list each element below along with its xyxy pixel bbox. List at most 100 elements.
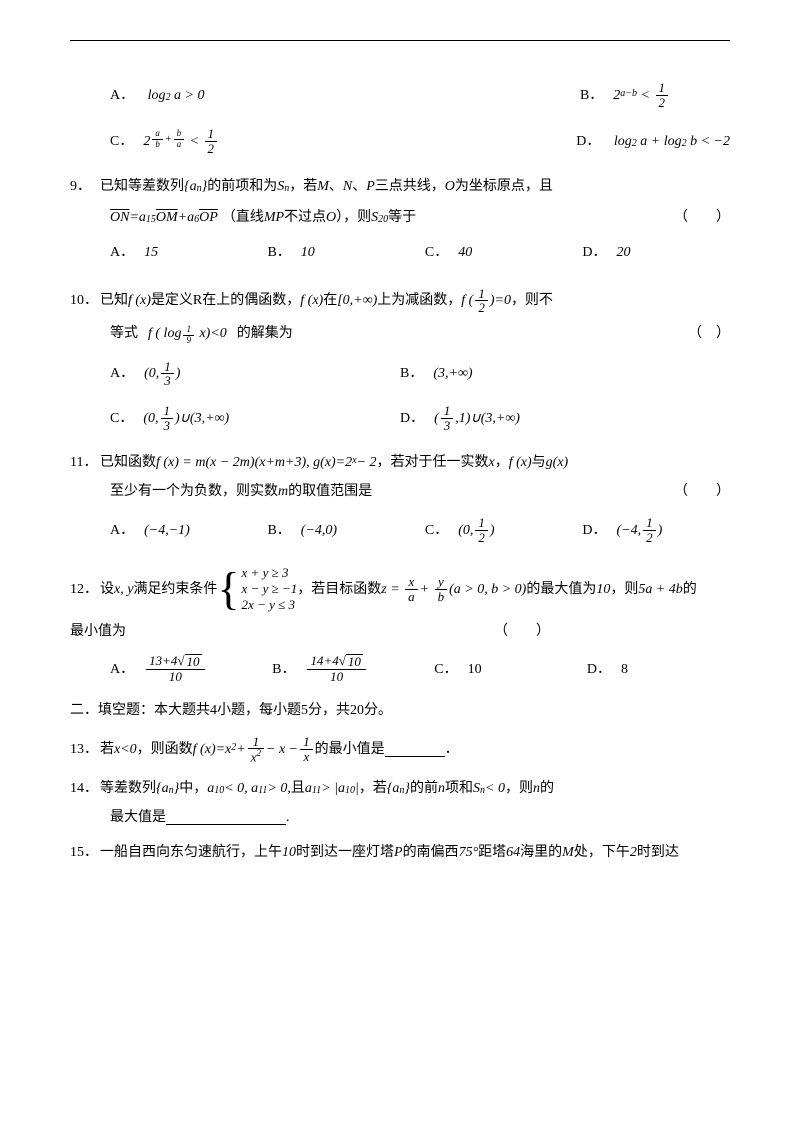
opt-val: 10 <box>468 659 482 680</box>
opt-val: (0,13)∪(3,+∞) <box>143 404 229 432</box>
text: ，则函数 <box>137 739 193 760</box>
text: 的最小值是 <box>315 739 385 760</box>
text: 海里的 <box>520 842 562 863</box>
vector-OP: OP <box>199 207 218 228</box>
fx: f (x) <box>509 452 532 473</box>
fhalf: f (12)=0 <box>461 287 511 315</box>
opt-expr: 2a−b < 1 2 <box>613 81 670 109</box>
text: 一船自西向东匀速航行，上午 <box>100 842 282 863</box>
opt-val: 14+4√10 10 <box>305 654 367 683</box>
answer-blank: （ ） <box>494 621 550 642</box>
interval: [0,+∞) <box>337 290 377 311</box>
text: 上为减函数， <box>377 290 461 311</box>
cond2: a11 > |a10| <box>305 778 359 799</box>
opt-val: 15 <box>144 242 158 263</box>
question-13: 13． 若 x<0 ，则函数 f (x)=x2 + 1x2 − x − 1x 的… <box>70 735 730 765</box>
text: 是定义R在上的偶函数， <box>151 290 300 311</box>
text: ，则 <box>610 579 638 600</box>
document-page: A． log2 a > 0 B． 2a−b < 1 2 C． 2 a <box>0 0 800 1132</box>
text: 等于 <box>388 207 416 228</box>
text: ，则 <box>505 778 533 799</box>
question-14: 14． 等差数列 {an} 中， a10 < 0, a11 > 0, 且 a11… <box>70 778 730 828</box>
text: 中， <box>179 778 207 799</box>
text: ，若 <box>289 176 317 197</box>
a15: a15 <box>139 207 156 228</box>
text: 距塔 <box>478 842 506 863</box>
answer-blank: （ ） <box>688 323 730 344</box>
q-number: 10． <box>70 290 100 311</box>
fraction: 1 2 <box>205 127 218 155</box>
text: 满足约束条件 <box>133 579 217 600</box>
S20: S20 <box>371 207 388 228</box>
val-10: 10 <box>596 579 610 600</box>
opt-label: A． <box>110 242 134 263</box>
text: 、 <box>329 176 343 197</box>
opt-val: 40 <box>458 242 472 263</box>
opt-val: (3,+∞) <box>433 363 472 384</box>
opt-label: D． <box>400 408 424 429</box>
text: ， <box>495 452 509 473</box>
question-10: 10． 已知 f (x) 是定义R在上的偶函数， f (x) 在 [0,+∞) … <box>70 287 730 433</box>
opt-label: B． <box>272 659 295 680</box>
a6: a6 <box>187 207 199 228</box>
question-11: 11． 已知函数 f (x) = m(x − 2m)(x+m+3), g(x)=… <box>70 452 730 544</box>
text: 项和 <box>445 778 473 799</box>
fx-def: f (x) = m(x − 2m)(x+m+3), g(x)=2x − 2 <box>156 452 377 473</box>
xy: x, y <box>114 579 133 600</box>
opt-val: (0,13) <box>144 360 180 388</box>
opt-label: A． <box>110 88 134 103</box>
dist-64: 64 <box>506 842 520 863</box>
vector-OM: OM <box>156 207 178 228</box>
text: 的南偏西 <box>403 842 459 863</box>
opt-label: D． <box>576 134 600 149</box>
opt-label: B． <box>580 85 603 106</box>
var-n: n <box>438 778 445 799</box>
q8-option-c: C． 2 a b + b a < 1 2 <box>110 127 370 155</box>
opt-label: D． <box>587 659 611 680</box>
text: 最小值为 <box>70 621 126 642</box>
seq: {an} <box>156 778 179 799</box>
text: 的解集为 <box>237 323 293 344</box>
opt-label: D． <box>582 520 606 541</box>
question-9: 9． 已知等差数列 {an} 的前项和为 Sn ，若 M 、 N 、 P 三点共… <box>70 176 730 263</box>
section-title: 二．填空题：本大题共4小题，每小题5分，共20分。 <box>70 703 392 718</box>
text: 的前项和为 <box>207 176 277 197</box>
fill-blank <box>385 742 445 757</box>
var-m: m <box>278 481 288 502</box>
text: 已知函数 <box>100 452 156 473</box>
q8-row2: C． 2 a b + b a < 1 2 <box>70 127 730 155</box>
text: 且 <box>291 778 305 799</box>
text: 与 <box>532 452 546 473</box>
vector-ON: ON <box>110 207 129 228</box>
opt-label: B． <box>267 520 290 541</box>
point-m: M <box>562 842 574 863</box>
text: . <box>286 807 290 828</box>
top-rule <box>70 40 730 41</box>
fx-def: f (x)=x2 + 1x2 − x − 1x <box>193 735 315 765</box>
opt-val: (13,1)∪(3,+∞) <box>434 404 520 432</box>
fraction: 1 2 <box>656 81 669 109</box>
text: ），则 <box>336 207 371 228</box>
question-15: 15． 一船自西向东匀速航行，上午 10 时到达一座灯塔 P 的南偏西 75° … <box>70 842 730 863</box>
opt-val: (0,12) <box>458 516 494 544</box>
opt-label: C． <box>110 408 133 429</box>
opt-val: (−4,12) <box>616 516 662 544</box>
section-2-heading: 二．填空题：本大题共4小题，每小题5分，共20分。 <box>70 700 730 721</box>
text: 至少有一个为负数，则实数 <box>110 481 278 502</box>
text: 等式 <box>110 323 138 344</box>
q8-option-b: B． 2a−b < 1 2 <box>580 81 670 109</box>
q8-option-d: D． log2 a + log2 b < −2 <box>576 131 730 152</box>
flog: f ( log 19 x)<0 <box>148 323 227 344</box>
q-number: 14． <box>70 778 100 799</box>
text: 的 <box>683 579 697 600</box>
seq: {an} <box>184 176 207 197</box>
time-10: 10 <box>282 842 296 863</box>
text: 等差数列 <box>100 778 156 799</box>
text: 设 <box>100 579 114 600</box>
text: 的取值范围是 <box>288 481 372 502</box>
text: 若 <box>100 739 114 760</box>
text: 时到达 <box>637 842 679 863</box>
opt-label: A． <box>110 659 134 680</box>
q-number: 9． <box>70 176 100 197</box>
text: 的最大值为 <box>526 579 596 600</box>
